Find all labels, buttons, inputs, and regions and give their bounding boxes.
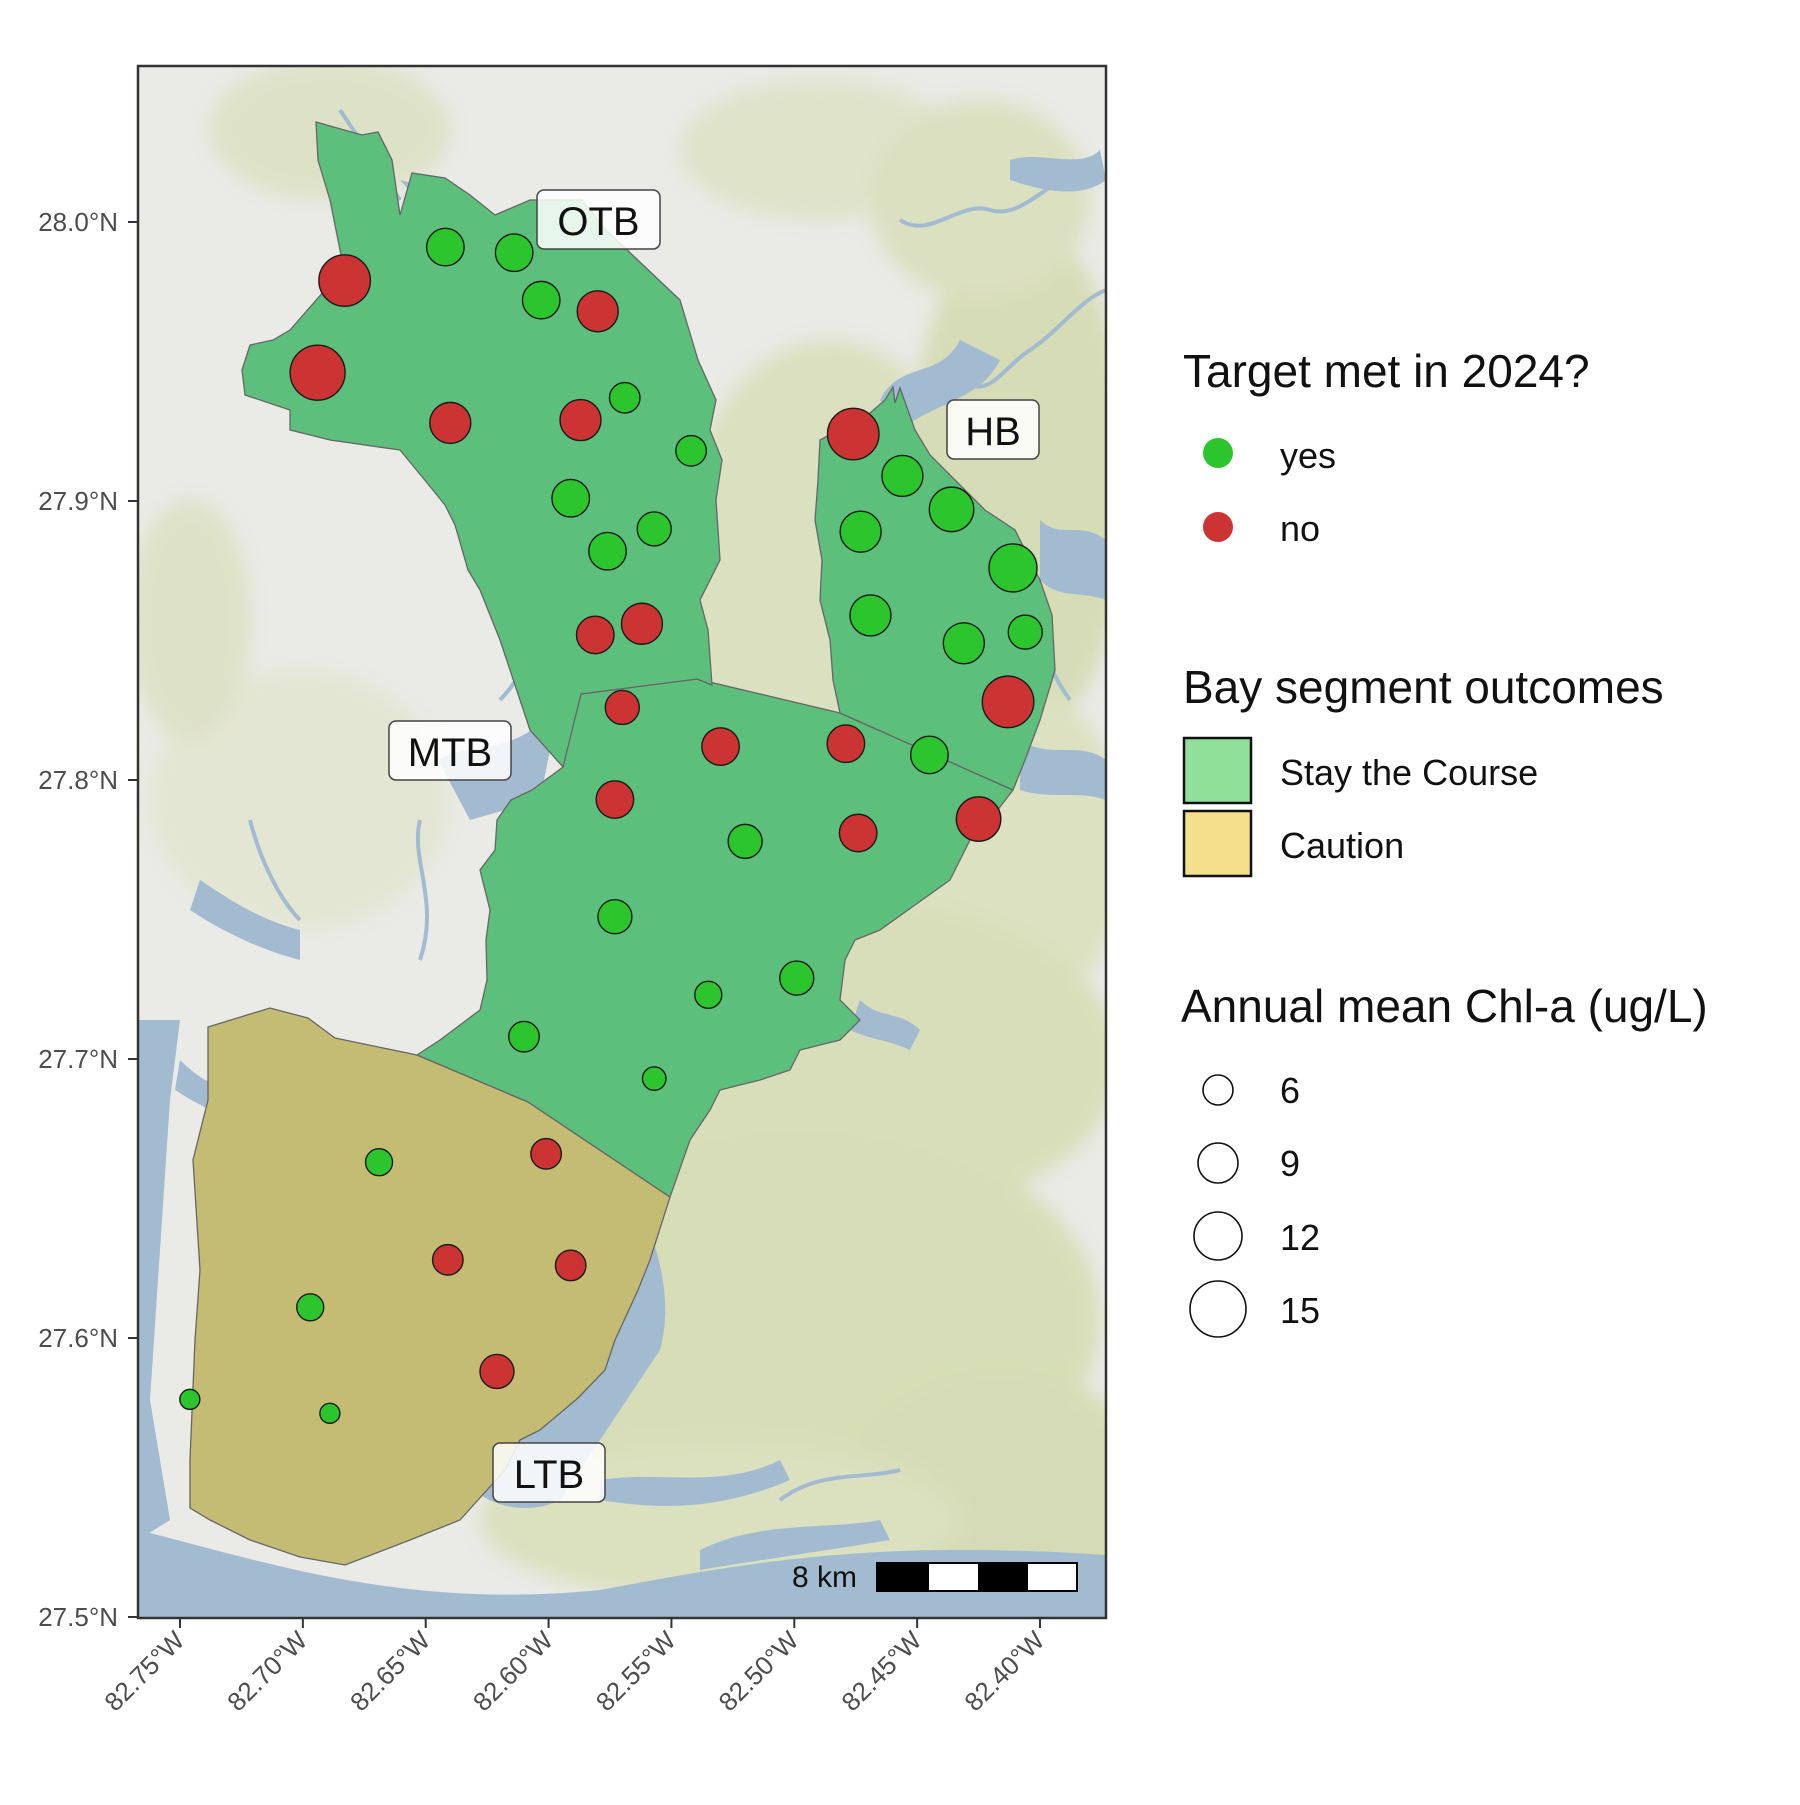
x-tick-label: 82.55°W [590,1625,682,1717]
legend-size-9 [1197,1142,1239,1184]
x-tick-label: 82.45°W [835,1625,927,1717]
station-point [909,735,949,775]
station-point [575,615,615,655]
station-markers [179,227,1043,1425]
segment-label-mtb-text: MTB [408,731,492,775]
legend-size-12-label: 12 [1280,1217,1320,1258]
legend-size-6-label: 6 [1280,1070,1300,1111]
station-point [955,796,1002,843]
legend-size-9-label: 9 [1280,1143,1300,1184]
x-tick-label: 82.60°W [467,1625,559,1717]
segment-label-ltb-text: LTB [514,1453,584,1497]
station-point [608,381,641,414]
station-point [494,233,534,273]
station-point [576,290,619,333]
legend-yes-label: yes [1280,435,1336,476]
x-tick-label: 82.40°W [958,1625,1050,1717]
station-point [727,823,763,860]
station-point [595,780,635,819]
station-point [942,622,986,665]
station-point [425,227,465,267]
station-point [508,1020,540,1053]
legend-size-15 [1189,1280,1247,1338]
legend-yes-dot [1203,438,1233,468]
station-point [675,434,708,467]
station-point [636,511,672,547]
legend: Target met in 2024? yes no Bay segment o… [1181,345,1708,1338]
panel-border [136,64,1108,1620]
station-point [981,675,1035,729]
station-point [364,1148,394,1177]
legend-size-15-label: 15 [1280,1290,1320,1331]
segment-label-hb-text: HB [965,410,1021,454]
segment-label-hb: HB [946,399,1040,460]
station-point [604,689,640,726]
legend-size-6 [1202,1074,1234,1106]
legend-caution-label: Caution [1280,825,1404,866]
legend-stay-label: Stay the Course [1280,752,1538,793]
x-tick-label: 82.70°W [221,1625,313,1717]
station-point [1007,614,1043,650]
station-point [928,486,975,533]
station-point [431,1243,464,1276]
y-tick-label: 27.5°N [38,1602,118,1632]
station-point [826,407,880,461]
station-point [988,543,1038,593]
legend-size-12 [1193,1211,1243,1261]
y-tick-label: 27.6°N [38,1323,118,1353]
legend-size-title: Annual mean Chl-a (ug/L) [1181,980,1708,1032]
station-point [429,401,472,445]
station-point [559,398,602,442]
scale-bar: 8 km [792,1561,1078,1594]
y-tick-label: 27.9°N [38,486,118,516]
segment-label-otb-text: OTB [557,200,639,244]
station-point [179,1388,201,1411]
map-panel: OTB HB MTB LTB 8 km [138,66,1106,1618]
station-point [551,478,591,518]
station-point [521,280,561,320]
x-tick-label: 82.50°W [713,1625,805,1717]
legend-segments-title: Bay segment outcomes [1183,661,1664,713]
station-point [839,510,882,553]
y-tick-label: 28.0°N [38,207,118,237]
station-point [694,980,723,1010]
station-point [701,727,741,766]
legend-no-dot [1203,512,1233,542]
station-point [779,960,815,996]
station-point [620,602,664,645]
legend-stay-swatch [1182,736,1253,805]
station-point [881,454,924,498]
station-point [296,1293,325,1322]
station-point [319,1402,341,1425]
segment-label-otb: OTB [536,189,661,250]
legend-no-label: no [1280,508,1320,549]
station-point [838,813,878,853]
segment-label-ltb: LTB [492,1442,606,1503]
station-point [597,899,633,935]
segment-label-mtb: MTB [388,720,512,781]
y-tick-label: 27.8°N [38,765,118,795]
station-point [641,1066,667,1091]
station-point [554,1249,587,1282]
station-point [289,344,346,401]
station-point [826,724,866,764]
x-tick-label: 82.65°W [344,1625,436,1717]
legend-target-title: Target met in 2024? [1183,345,1590,397]
station-point [588,531,627,571]
station-point [530,1137,563,1170]
x-tick-label: 82.75°W [98,1625,190,1717]
legend-caution-swatch [1182,809,1253,878]
scale-bar-label: 8 km [792,1561,857,1594]
station-point [849,594,892,637]
station-point [318,254,372,308]
y-tick-label: 27.7°N [38,1044,118,1074]
station-point [479,1353,515,1390]
